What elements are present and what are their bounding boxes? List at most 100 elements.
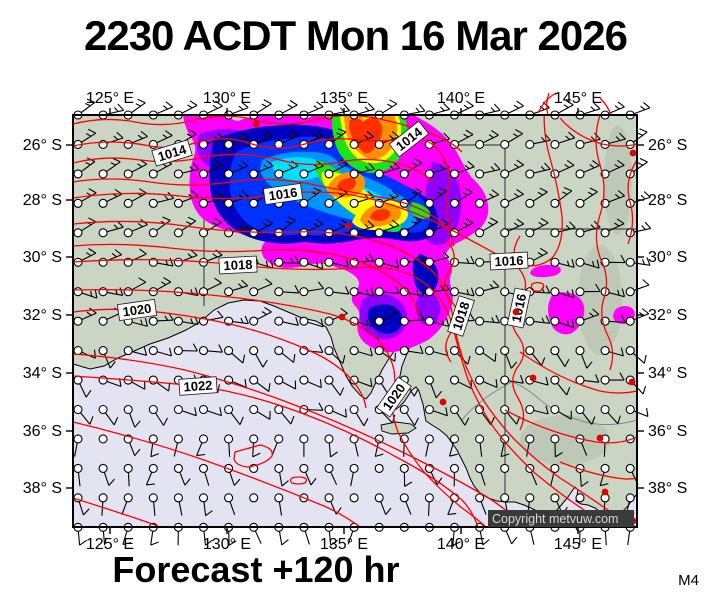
station-circle [500,404,510,415]
station-circle [224,287,234,297]
station-circle [299,434,309,444]
station-circle [600,404,610,415]
isobar [73,243,421,319]
station-circle [424,257,434,267]
station-circle [73,463,83,473]
isobar-label: 1020 [116,299,158,321]
station-circle [224,346,234,356]
station-circle [148,287,158,297]
station-circle [299,375,309,385]
station-circle [148,228,158,238]
lat-label-right: 32° S [648,307,687,324]
isobar [599,97,612,116]
station-circle [575,169,585,179]
station-circle [399,316,409,326]
city-dot [628,378,636,386]
isobar-label-box [218,255,258,275]
station-circle [198,434,209,444]
station-circle [525,346,535,356]
station-circle [475,257,485,267]
isobars-overflow-layer [537,92,612,116]
station-circle [550,228,560,238]
station-circle [249,287,259,297]
station-circle [249,169,259,179]
station-circle [500,228,510,238]
station-circle [123,287,133,297]
isobar [511,235,527,431]
station-circle [525,198,535,208]
isobar [559,461,637,480]
forecast-hour-label: Forecast +120 hr [112,549,400,590]
station-circle [374,493,384,503]
station-circle [525,169,535,179]
station-circle [600,463,610,473]
station-circle [198,169,209,179]
station-circle [349,198,359,208]
station-circle [475,198,485,208]
isobar [73,375,479,527]
station-circle [625,404,635,415]
station-circle [575,404,585,415]
station-circle [475,375,485,385]
station-circle [625,493,635,503]
lat-label-left: 28° S [23,192,62,209]
lat-label-left: 38° S [23,480,62,497]
station-circle [274,404,284,415]
lat-label-left: 26° S [23,137,62,154]
station-circle [198,463,209,473]
isobar-label: 1022 [178,376,218,396]
station-circle [575,287,585,297]
station-circle [399,493,409,503]
station-circle [148,198,158,208]
lat-label-right: 30° S [648,249,687,266]
lat-label-left: 32° S [23,307,62,324]
station-circle [550,434,560,444]
station-circle [449,463,460,473]
station-circle [73,169,83,179]
station-circle [374,316,384,326]
station-circle [98,346,108,356]
isobar-label: 1016 [489,251,529,271]
station-circle [349,375,359,385]
station-circle [575,198,585,208]
isobar [73,178,455,247]
station-circle [374,463,384,473]
isobar [443,239,459,363]
isobar [289,476,308,485]
lat-label-right: 38° S [648,480,687,497]
station-circle [424,228,434,238]
station-circle [249,316,259,326]
station-circle [173,169,183,179]
station-circle [475,463,485,473]
station-circle [449,404,460,415]
station-circle [224,434,234,444]
station-circle [148,404,158,415]
station-circle [249,198,259,208]
station-circle [173,404,183,415]
station-circle [123,463,133,473]
station-circle [173,463,183,473]
city-dot [252,120,260,128]
station-circle [324,257,334,267]
cities-layer [252,120,637,525]
lat-label-right: 36° S [648,423,687,440]
station-circle [550,346,560,356]
isobar [73,220,633,527]
station-circle [324,434,334,444]
station-circle [500,139,510,149]
lon-label-bottom: 125° E [86,536,134,553]
station-circle [449,434,460,444]
station-circle [475,493,485,503]
station-circle [625,434,635,444]
station-circle [525,316,535,326]
station-circle [575,228,585,238]
station-circle [73,434,83,444]
station-circle [550,139,560,149]
station-circle [173,493,183,503]
station-circle [274,463,284,473]
station-circle [600,375,610,385]
isobar-label-box [116,299,158,321]
station-circle [550,257,560,267]
station-circle [349,228,359,238]
station-circle [274,493,284,503]
